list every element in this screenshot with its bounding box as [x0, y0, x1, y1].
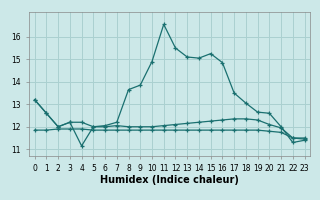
X-axis label: Humidex (Indice chaleur): Humidex (Indice chaleur): [100, 175, 239, 185]
